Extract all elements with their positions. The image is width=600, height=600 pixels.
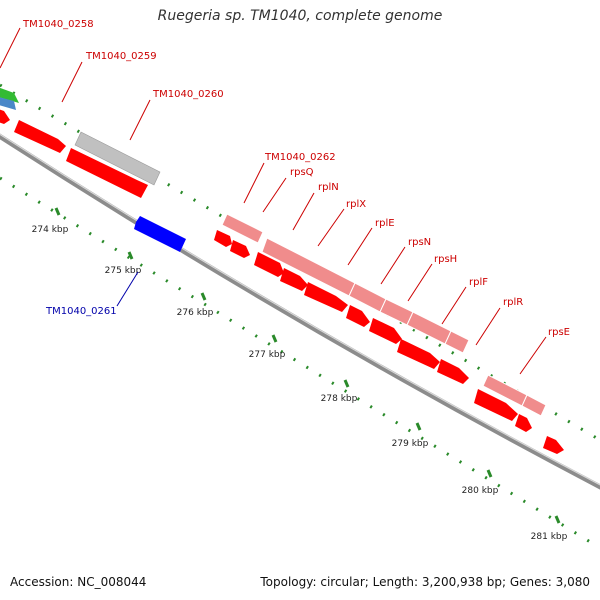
label-leader xyxy=(317,208,345,247)
gene-feature-forward[interactable] xyxy=(474,389,518,421)
scale-tick xyxy=(415,422,422,431)
scale-label: 274 kbp xyxy=(32,225,69,235)
gene-label[interactable]: rplF xyxy=(469,277,488,288)
scale-label: 280 kbp xyxy=(462,486,499,496)
gene-feature-red-partial[interactable] xyxy=(0,108,10,124)
gene-feature-reverse[interactable] xyxy=(134,216,186,252)
label-leader xyxy=(347,227,373,266)
gene-label[interactable]: TM1040_0259 xyxy=(85,51,157,62)
gene-feature-forward[interactable] xyxy=(346,305,370,327)
gene-feature-rna[interactable] xyxy=(521,394,547,417)
gene-feature-forward[interactable] xyxy=(14,120,66,153)
gene-label-blue[interactable]: TM1040_0261 xyxy=(45,306,117,317)
gene-label[interactable]: rplX xyxy=(346,199,366,210)
scale-tick xyxy=(486,469,493,478)
gene-label[interactable]: rpsN xyxy=(408,237,431,248)
gene-label[interactable]: TM1040_0260 xyxy=(152,89,224,100)
scale-tick xyxy=(200,292,207,301)
gene-feature-forward[interactable] xyxy=(543,436,564,454)
label-leader xyxy=(441,286,467,325)
gene-feature-forward[interactable] xyxy=(437,359,469,384)
gene-feature-pseudo[interactable] xyxy=(74,131,161,186)
label-leader xyxy=(519,336,547,375)
gene-feature-forward[interactable] xyxy=(254,252,284,277)
gene-feature-rna[interactable] xyxy=(379,298,414,326)
scale-label: 276 kbp xyxy=(177,308,214,318)
gene-feature-forward[interactable] xyxy=(66,148,148,198)
label-leader xyxy=(0,27,21,69)
scale-label: 279 kbp xyxy=(392,439,429,449)
gene-feature-rna[interactable] xyxy=(444,330,470,354)
label-leader xyxy=(129,99,151,141)
label-leader xyxy=(407,263,433,302)
map-title: Ruegeria sp. TM1040, complete genome xyxy=(157,8,443,24)
scale-label: 281 kbp xyxy=(531,532,568,542)
scale-label: 275 kbp xyxy=(105,266,142,276)
scale-ticks xyxy=(54,207,561,524)
gene-feature-steelblue[interactable] xyxy=(0,96,16,110)
gene-feature-forward[interactable] xyxy=(280,268,308,291)
scale-tick xyxy=(271,334,278,343)
gene-label[interactable]: rpsE xyxy=(548,327,570,338)
label-leader xyxy=(61,61,83,103)
accession-text: Accession: NC_008044 xyxy=(10,575,147,589)
scale-label: 278 kbp xyxy=(321,394,358,404)
gene-feature-rna[interactable] xyxy=(221,213,264,244)
label-leader xyxy=(475,307,501,346)
gene-feature-forward[interactable] xyxy=(304,282,348,312)
gene-label[interactable]: TM1040_0262 xyxy=(264,152,336,163)
gene-label[interactable]: rpsQ xyxy=(290,167,314,178)
gene-feature-green[interactable] xyxy=(0,86,19,103)
gene-label[interactable]: rplN xyxy=(318,182,339,193)
label-leader xyxy=(292,192,315,231)
scale-tick xyxy=(54,207,61,216)
tick-track-inner xyxy=(0,176,600,550)
gene-feature-forward[interactable] xyxy=(397,339,440,369)
label-leader xyxy=(380,246,406,285)
genome-backbone-highlight xyxy=(0,133,600,486)
gene-label[interactable]: rpsH xyxy=(434,254,457,265)
scale-label: 277 kbp xyxy=(249,350,286,360)
topology-text: Topology: circular; Length: 3,200,938 bp… xyxy=(260,575,590,589)
gene-feature-forward[interactable] xyxy=(515,414,532,432)
scale-tick xyxy=(343,379,350,388)
label-leader xyxy=(262,177,287,213)
label-leader-blue xyxy=(116,271,139,307)
gene-feature-forward[interactable] xyxy=(369,318,402,344)
gene-label[interactable]: rplR xyxy=(503,297,523,308)
genome-backbone xyxy=(0,133,600,490)
gene-feature-forward[interactable] xyxy=(230,240,250,258)
gene-label[interactable]: rplE xyxy=(375,218,395,229)
gene-feature-rna[interactable] xyxy=(406,311,452,345)
scale-tick xyxy=(127,251,134,260)
label-leader xyxy=(243,162,265,204)
scale-tick xyxy=(554,515,561,524)
gene-label[interactable]: TM1040_0258 xyxy=(22,19,94,30)
gene-feature-forward[interactable] xyxy=(214,230,232,247)
